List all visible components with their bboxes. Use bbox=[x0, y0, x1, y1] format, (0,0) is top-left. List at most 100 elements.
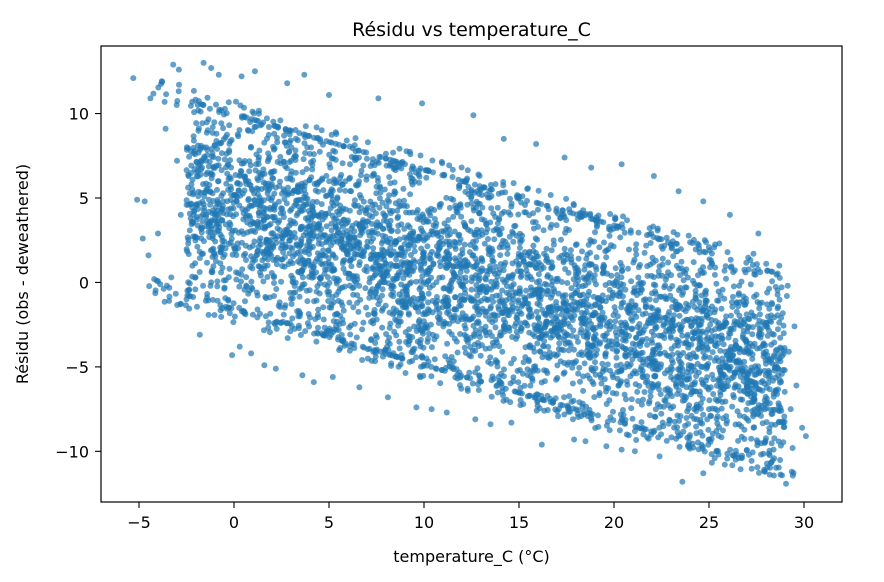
scatter-point bbox=[491, 282, 498, 289]
scatter-point bbox=[248, 278, 255, 285]
scatter-point bbox=[214, 283, 221, 290]
scatter-point bbox=[472, 369, 479, 376]
scatter-point bbox=[289, 176, 296, 183]
scatter-point bbox=[398, 245, 405, 252]
scatter-point bbox=[486, 188, 493, 194]
scatter-point bbox=[617, 259, 624, 266]
scatter-point bbox=[536, 320, 543, 327]
scatter-point bbox=[208, 170, 215, 177]
scatter-point bbox=[399, 355, 406, 362]
scatter-point bbox=[743, 381, 750, 387]
scatter-point bbox=[177, 301, 184, 308]
scatter-point bbox=[420, 250, 427, 257]
scatter-point bbox=[310, 379, 317, 386]
scatter-point bbox=[655, 308, 662, 315]
scatter-point bbox=[472, 416, 479, 423]
scatter-point bbox=[602, 350, 609, 357]
scatter-point bbox=[317, 252, 324, 259]
scatter-point bbox=[352, 135, 359, 142]
scatter-point bbox=[459, 250, 466, 257]
scatter-point bbox=[597, 371, 603, 378]
scatter-point bbox=[743, 338, 750, 345]
scatter-point bbox=[700, 411, 707, 418]
scatter-point bbox=[745, 417, 752, 424]
scatter-point bbox=[207, 201, 214, 208]
scatter-point bbox=[243, 274, 250, 281]
scatter-point bbox=[338, 235, 345, 242]
scatter-point bbox=[706, 436, 713, 443]
scatter-point bbox=[254, 292, 261, 299]
scatter-point bbox=[250, 256, 257, 263]
scatter-point bbox=[700, 264, 707, 271]
scatter-point bbox=[441, 220, 448, 227]
scatter-point bbox=[731, 370, 738, 377]
scatter-point bbox=[360, 319, 367, 326]
scatter-point bbox=[649, 351, 656, 358]
scatter-point bbox=[351, 345, 358, 351]
scatter-point bbox=[298, 236, 305, 243]
scatter-point bbox=[412, 169, 419, 176]
scatter-point bbox=[769, 268, 776, 275]
scatter-point bbox=[160, 285, 167, 292]
scatter-point bbox=[215, 178, 221, 185]
scatter-point bbox=[720, 341, 727, 348]
scatter-point bbox=[341, 240, 347, 247]
scatter-point bbox=[610, 243, 617, 250]
scatter-point bbox=[481, 295, 488, 302]
scatter-point bbox=[367, 255, 374, 262]
scatter-point bbox=[470, 204, 477, 211]
scatter-point bbox=[379, 292, 385, 299]
scatter-point bbox=[631, 428, 638, 435]
scatter-point bbox=[606, 232, 613, 239]
scatter-point bbox=[249, 286, 256, 292]
scatter-point bbox=[678, 380, 685, 387]
scatter-point bbox=[703, 312, 710, 319]
scatter-point bbox=[235, 133, 242, 140]
scatter-point bbox=[323, 223, 330, 230]
scatter-point bbox=[315, 306, 322, 313]
scatter-point bbox=[197, 189, 204, 196]
scatter-point bbox=[545, 287, 552, 294]
scatter-point bbox=[151, 276, 158, 283]
scatter-point bbox=[586, 406, 593, 413]
scatter-point bbox=[339, 160, 346, 167]
scatter-point bbox=[763, 319, 770, 326]
scatter-point bbox=[240, 210, 247, 217]
scatter-point bbox=[335, 327, 342, 333]
scatter-point bbox=[638, 419, 645, 426]
scatter-point bbox=[205, 223, 212, 230]
scatter-point bbox=[375, 159, 382, 166]
scatter-point bbox=[501, 302, 508, 309]
scatter-point bbox=[676, 321, 683, 328]
scatter-point bbox=[185, 184, 192, 191]
scatter-point bbox=[708, 250, 715, 257]
scatter-point bbox=[220, 125, 227, 132]
scatter-point bbox=[766, 386, 773, 393]
scatter-point bbox=[399, 158, 406, 165]
scatter-point bbox=[423, 321, 430, 328]
scatter-point bbox=[145, 252, 152, 259]
scatter-point bbox=[707, 321, 714, 328]
scatter-point bbox=[768, 300, 775, 306]
scatter-point bbox=[428, 373, 435, 380]
scatter-point bbox=[717, 347, 724, 354]
scatter-point bbox=[396, 345, 403, 352]
scatter-point bbox=[714, 420, 721, 427]
scatter-point bbox=[490, 227, 497, 234]
scatter-point bbox=[306, 150, 313, 157]
scatter-point bbox=[521, 249, 528, 256]
scatter-point bbox=[290, 187, 297, 194]
scatter-point bbox=[189, 273, 196, 280]
scatter-point bbox=[558, 279, 565, 285]
scatter-point bbox=[351, 320, 358, 327]
scatter-point bbox=[728, 312, 734, 319]
scatter-point bbox=[396, 338, 403, 345]
scatter-point bbox=[375, 263, 382, 269]
scatter-point bbox=[317, 211, 324, 218]
scatter-point bbox=[766, 400, 773, 407]
scatter-point bbox=[315, 240, 322, 247]
scatter-point bbox=[196, 248, 203, 255]
scatter-point bbox=[518, 390, 525, 397]
scatter-point bbox=[672, 381, 679, 388]
scatter-point bbox=[510, 180, 517, 187]
